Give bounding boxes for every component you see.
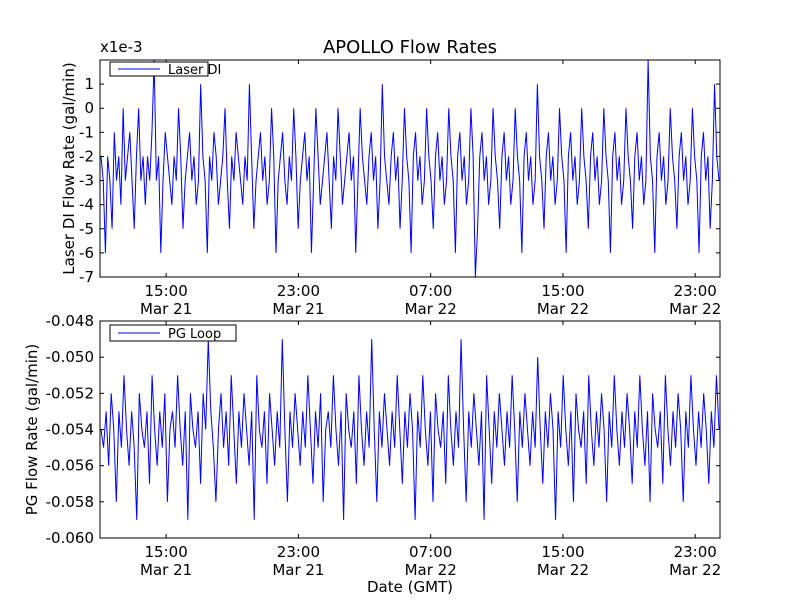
laser-di-legend: Laser DI (109, 61, 221, 78)
pg-loop-x-tick-label-date: Mar 22 (405, 561, 457, 579)
pg-loop-legend-box (109, 324, 237, 342)
laser-di-y-axis-title: Laser DI Flow Rate (gal/min) (60, 62, 78, 274)
laser-di-y-tick-label: 1 (84, 75, 94, 93)
laser-di-y-tick-label: -2 (79, 147, 94, 165)
pg-loop-x-tick-label-date: Mar 21 (140, 561, 192, 579)
laser-di-x-tick-label-time: 15:00 (541, 282, 584, 300)
laser-di-y-tick-label: -5 (79, 220, 94, 238)
pg-loop-y-tick-label: -0.048 (46, 312, 94, 330)
pg-loop-legend: PG Loop (109, 324, 237, 342)
pg-loop-x-tick-label-time: 23:00 (277, 543, 320, 561)
laser-di-series-line (100, 59, 720, 278)
pg-loop-y-axis-title: PG Flow Rate (gal/min) (23, 344, 41, 516)
pg-loop-x-tick-label-time: 15:00 (541, 543, 584, 561)
laser-di-x-tick-label-time: 07:00 (409, 282, 452, 300)
laser-di-axes-frame (99, 59, 721, 278)
pg-loop-y-tick-label: -0.052 (46, 384, 94, 402)
laser-di-x-tick-label-date: Mar 22 (405, 300, 457, 318)
laser-di-x-tick-label-date: Mar 22 (669, 300, 721, 318)
laser-di-legend-label: Laser DI (168, 63, 221, 78)
laser-di-y-axis: -7 -6 -5 -4 -3 -2 -1 0 1 (79, 75, 720, 286)
pg-loop-x-tick-label-date: Mar 22 (537, 561, 589, 579)
pg-loop-panel: -0.060 -0.058 -0.056 -0.054 -0.052 -0.050 -0.0… (23, 312, 721, 596)
pg-loop-series (100, 339, 720, 520)
pg-loop-y-tick-label: -0.050 (46, 348, 94, 366)
laser-di-x-tick-label-date: Mar 21 (140, 300, 192, 318)
laser-di-x-tick-label-date: Mar 21 (272, 300, 324, 318)
pg-loop-y-tick-label: -0.054 (46, 421, 94, 439)
laser-di-x-tick-label-date: Mar 22 (537, 300, 589, 318)
laser-di-y-tick-label: -6 (79, 244, 94, 262)
laser-di-x-tick-label-time: 15:00 (145, 282, 188, 300)
pg-loop-y-tick-label: -0.058 (46, 493, 94, 511)
pg-loop-legend-label: PG Loop (168, 327, 221, 342)
pg-loop-x-tick-label-date: Mar 21 (272, 561, 324, 579)
laser-di-series (100, 59, 720, 278)
laser-di-y-tick-label: -3 (79, 172, 94, 190)
pg-loop-x-tick-label-time: 23:00 (674, 543, 717, 561)
pg-loop-series-line (100, 339, 720, 520)
laser-di-offset-label: x1e-3 (100, 38, 143, 56)
pg-loop-y-tick-label: -0.060 (46, 529, 94, 547)
laser-di-x-tick-label-time: 23:00 (277, 282, 320, 300)
pg-loop-x-tick-label-date: Mar 22 (669, 561, 721, 579)
chart-title: APOLLO Flow Rates (323, 37, 497, 58)
pg-loop-y-axis: -0.060 -0.058 -0.056 -0.054 -0.052 -0.050 -0.0… (46, 312, 720, 547)
laser-di-x-tick-label-time: 23:00 (674, 282, 717, 300)
laser-di-y-tick-label: -4 (79, 196, 94, 214)
laser-di-y-tick-label: -1 (79, 123, 94, 141)
laser-di-y-tick-label: 0 (84, 99, 94, 117)
pg-loop-x-tick-label-time: 15:00 (145, 543, 188, 561)
pg-loop-x-tick-label-time: 07:00 (409, 543, 452, 561)
pg-loop-y-tick-label: -0.056 (46, 457, 94, 475)
x-axis-title: Date (GMT) (367, 578, 453, 596)
laser-di-y-tick-label: -7 (79, 268, 94, 286)
